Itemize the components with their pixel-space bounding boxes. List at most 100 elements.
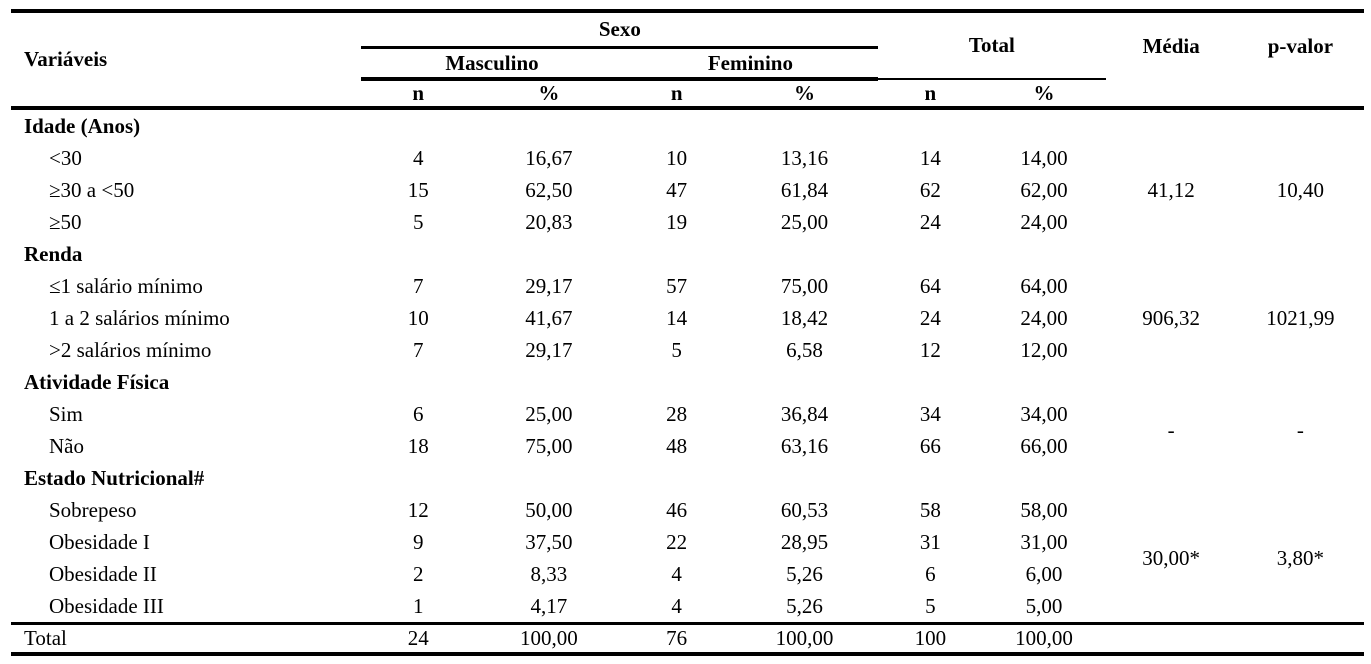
media-value: - <box>1167 417 1175 442</box>
value-cell-feminino-pct: 6,58 <box>786 337 823 362</box>
data-row: Sobrepeso 12 50,00 46 60,53 58 58,00 30,00* 3,80… <box>11 494 1364 570</box>
footer-total-row: Total 24 100,00 76 100,00 100 100,00 <box>11 622 1364 654</box>
header-row-sex-groups: Masculino Feminino <box>11 47 1364 81</box>
value-cell-feminino-n: 47 <box>666 177 688 202</box>
column-header-media: Média <box>1142 33 1200 58</box>
value-cell-feminino-n: 28 <box>666 401 688 426</box>
value-cell-total-pct: 58,00 <box>1020 497 1068 522</box>
media-value: 41,12 <box>1147 177 1195 202</box>
value-cell-total-n: 24 <box>919 209 941 234</box>
value-cell-masculino-pct: 4,17 <box>530 593 568 618</box>
media-value: 30,00* <box>1142 545 1201 570</box>
value-cell-feminino-n: 57 <box>666 273 688 298</box>
value-cell-masculino-n: 7 <box>413 273 424 298</box>
row-label: ≥30 a <50 <box>49 177 135 202</box>
value-cell-total-pct: 34,00 <box>1020 401 1068 426</box>
value-cell-feminino-pct: 61,84 <box>780 177 829 202</box>
data-row: 1 a 2 salários mínimo 10 41,67 14 18,42 24 24,… <box>11 302 1364 334</box>
value-cell-total-pct: 62,00 <box>1020 177 1068 202</box>
data-row: >2 salários mínimo 7 29,17 5 6,58 12 12,00 <box>11 334 1364 366</box>
value-cell-feminino-pct: 18,42 <box>780 305 829 330</box>
value-cell-masculino-n: 18 <box>407 433 429 458</box>
value-cell-total-n: 31 <box>919 529 941 554</box>
value-cell-total-pct: 14,00 <box>1020 145 1068 170</box>
footer-value-feminino-pct: 100,00 <box>730 622 879 654</box>
column-header-p-valor: p-valor <box>1267 33 1334 58</box>
data-row: ≤1 salário mínimo 7 29,17 57 75,00 64 64,00 906… <box>11 270 1364 330</box>
footer-value-feminino-n: 76 <box>622 622 731 654</box>
subheader-spacer-media <box>1105 79 1237 110</box>
value-cell-total-n: 64 <box>919 273 941 298</box>
value-cell-masculino-pct: 62,50 <box>525 177 573 202</box>
value-cell-total-pct: 24,00 <box>1020 209 1068 234</box>
section-title-row: Renda <box>11 238 1364 270</box>
column-header-feminino: Feminino <box>622 47 879 81</box>
value-cell-total-pct: 12,00 <box>1020 337 1068 362</box>
value-cell-masculino-pct: 75,00 <box>525 433 573 458</box>
statistics-table: Variáveis Sexo Total Média p-valor Mascu… <box>11 9 1364 656</box>
column-header-sexo: Sexo <box>361 11 879 49</box>
value-cell-masculino-pct: 25,00 <box>525 401 573 426</box>
footer-spacer-media <box>1105 622 1237 654</box>
p-valor-value: 1021,99 <box>1266 305 1335 330</box>
value-cell-total-pct: 6,00 <box>1025 561 1063 586</box>
value-cell-masculino-n: 5 <box>413 209 424 234</box>
value-cell-masculino-n: 15 <box>407 177 429 202</box>
row-label: Sobrepeso <box>49 497 137 522</box>
footer-value-masculino-pct: 100,00 <box>475 622 623 654</box>
data-row: Sim 6 25,00 28 36,84 34 34,00 - - <box>11 398 1364 442</box>
row-label: ≤1 salário mínimo <box>49 273 203 298</box>
value-cell-masculino-pct: 29,17 <box>525 337 573 362</box>
subheader-n-feminino: n <box>622 79 731 110</box>
data-row: Obesidade III 1 4,17 4 5,26 5 5,00 <box>11 590 1364 624</box>
value-cell-feminino-pct: 63,16 <box>780 433 829 458</box>
value-cell-total-n: 66 <box>919 433 941 458</box>
section-title: Estado Nutricional# <box>24 465 205 490</box>
value-cell-feminino-pct: 28,95 <box>780 529 829 554</box>
value-cell-total-pct: 64,00 <box>1020 273 1068 298</box>
value-cell-masculino-pct: 50,00 <box>525 497 573 522</box>
value-cell-feminino-n: 4 <box>671 561 682 586</box>
section-title: Idade (Anos) <box>24 113 141 138</box>
table-header: Variáveis Sexo Total Média p-valor Mascu… <box>11 11 1364 110</box>
table-body: Idade (Anos) <30 4 16,67 10 13,16 14 14,00 41,12… <box>11 108 1364 624</box>
value-cell-feminino-n: 14 <box>666 305 688 330</box>
value-cell-masculino-n: 10 <box>407 305 429 330</box>
row-label: >2 salários mínimo <box>49 337 212 362</box>
value-cell-total-n: 12 <box>919 337 941 362</box>
value-cell-feminino-pct: 5,26 <box>786 561 823 586</box>
p-valor-value: 3,80* <box>1276 545 1324 570</box>
data-row: ≥50 5 20,83 19 25,00 24 24,00 <box>11 206 1364 238</box>
subheader-n-masculino: n <box>361 79 476 110</box>
subheader-pct-feminino: % <box>730 79 879 110</box>
data-row: Obesidade I 9 37,50 22 28,95 31 31,00 <box>11 526 1364 558</box>
value-cell-feminino-n: 46 <box>666 497 688 522</box>
value-cell-total-pct: 24,00 <box>1020 305 1068 330</box>
subheader-n-total: n <box>878 79 983 110</box>
value-cell-masculino-pct: 29,17 <box>525 273 573 298</box>
value-cell-masculino-n: 6 <box>413 401 424 426</box>
value-cell-feminino-n: 10 <box>666 145 688 170</box>
value-cell-masculino-n: 12 <box>407 497 429 522</box>
row-label: Obesidade II <box>49 561 157 586</box>
value-cell-total-n: 14 <box>919 145 941 170</box>
data-row: Obesidade II 2 8,33 4 5,26 6 6,00 <box>11 558 1364 590</box>
value-cell-feminino-n: 48 <box>666 433 688 458</box>
subheader-spacer-p-valor <box>1236 79 1364 110</box>
column-header-variaveis: Variáveis <box>11 11 362 110</box>
value-cell-total-n: 6 <box>925 561 936 586</box>
row-label: Obesidade I <box>49 529 150 554</box>
section-title-row: Estado Nutricional# <box>11 462 1364 494</box>
value-cell-feminino-n: 22 <box>666 529 688 554</box>
data-row: <30 4 16,67 10 13,16 14 14,00 41,12 10,40 <box>11 142 1364 202</box>
value-cell-total-n: 24 <box>919 305 941 330</box>
header-row-n-pct: n % n % n % <box>11 79 1364 110</box>
value-cell-feminino-pct: 75,00 <box>780 273 829 298</box>
value-cell-total-n: 34 <box>919 401 941 426</box>
p-valor-value: - <box>1296 417 1304 442</box>
column-header-total: Total <box>878 11 1106 80</box>
value-cell-feminino-n: 5 <box>671 337 682 362</box>
value-cell-masculino-n: 7 <box>413 337 424 362</box>
row-label: 1 a 2 salários mínimo <box>49 305 230 330</box>
media-value: 906,32 <box>1142 305 1201 330</box>
